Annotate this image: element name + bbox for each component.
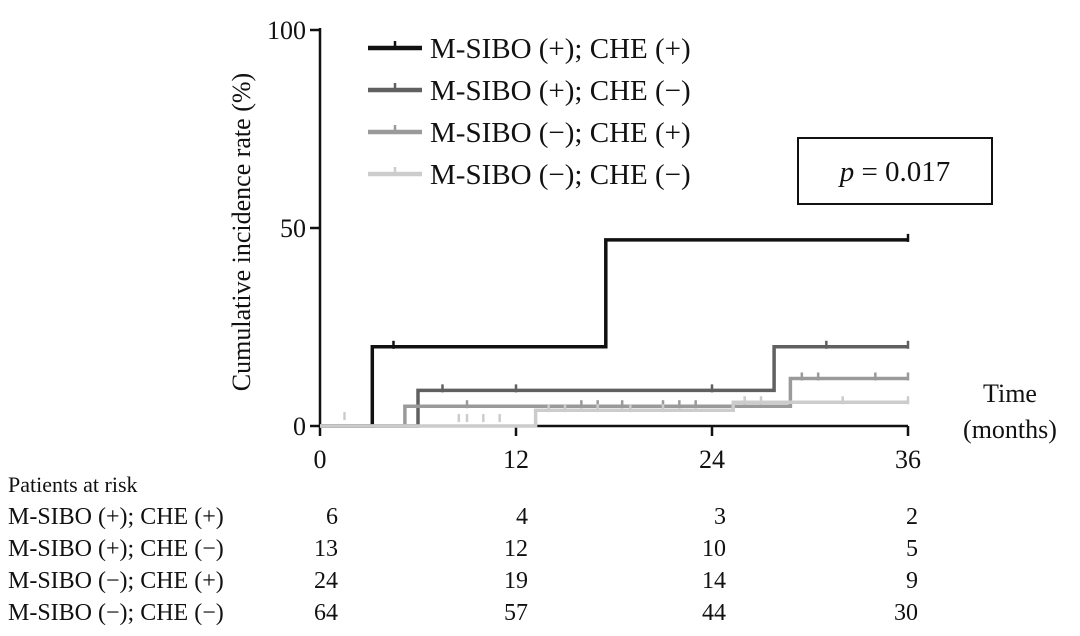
y-tick-label: 50 (280, 214, 306, 243)
series-line-2 (320, 345, 908, 428)
risk-value: 13 (314, 536, 338, 562)
legend-label-1: M-SIBO (+); CHE (+) (430, 33, 691, 65)
x-axis-label: Time (983, 379, 1037, 408)
legend-label-3: M-SIBO (−); CHE (+) (430, 117, 691, 149)
p-value-box (797, 137, 993, 205)
risk-row: M-SIBO (+); CHE (−) 13 12 10 5 (8, 536, 1068, 566)
x-tick-label: 24 (699, 445, 725, 470)
risk-value: 10 (702, 536, 726, 562)
y-tick-label: 0 (293, 412, 306, 441)
risk-value: 30 (894, 600, 918, 626)
risk-row-label: M-SIBO (+); CHE (+) (8, 504, 224, 530)
risk-row-label: M-SIBO (−); CHE (+) (8, 568, 224, 594)
risk-value: 3 (714, 504, 726, 530)
risk-value: 57 (504, 600, 528, 626)
risk-value: 19 (504, 568, 528, 594)
x-axis-label-unit: (months) (963, 415, 1057, 444)
y-axis-label: Cumulative incidence rate (%) (227, 73, 256, 391)
risk-row-label: M-SIBO (−); CHE (−) (8, 600, 224, 626)
series-line-4 (320, 400, 908, 428)
risk-row: M-SIBO (+); CHE (+) 6 4 3 2 (8, 504, 1068, 534)
x-tick-label: 0 (314, 445, 327, 470)
x-tick-label: 36 (895, 445, 921, 470)
risk-table-title: Patients at risk (8, 472, 138, 497)
legend-label-4: M-SIBO (−); CHE (−) (430, 159, 691, 191)
risk-value: 14 (702, 568, 726, 594)
risk-value: 9 (906, 568, 918, 594)
legend-label-2: M-SIBO (+); CHE (−) (430, 75, 691, 107)
risk-row-label: M-SIBO (+); CHE (−) (8, 536, 224, 562)
p-value-annotation: p = 0.017 (838, 156, 951, 188)
y-tick-label: 100 (267, 16, 306, 45)
risk-value: 24 (314, 568, 338, 594)
risk-value: 4 (516, 504, 528, 530)
risk-value: 6 (326, 504, 338, 530)
risk-value: 64 (314, 600, 338, 626)
incidence-chart: 0 50 100 0 12 24 36 Cumulative incidence rate (… (227, 16, 1057, 470)
plot-area: 0 50 100 0 12 24 36 Cumulative incidence rate (… (227, 16, 1057, 470)
risk-value: 12 (504, 536, 528, 562)
risk-row: M-SIBO (−); CHE (+) 24 19 14 9 (8, 568, 1068, 598)
risk-row: M-SIBO (−); CHE (−) 64 57 44 30 (8, 600, 1068, 630)
series-line-1 (320, 238, 908, 428)
risk-value: 44 (702, 600, 726, 626)
risk-value: 5 (906, 536, 918, 562)
x-tick-label: 12 (503, 445, 529, 470)
risk-value: 2 (906, 504, 918, 530)
